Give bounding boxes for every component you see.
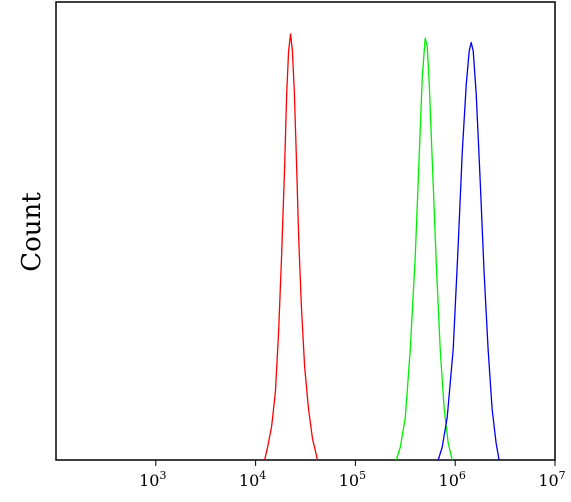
y-axis-title: Count: [17, 192, 47, 272]
histogram-series-1: [263, 33, 319, 461]
x-tick-label-3: 105: [339, 469, 366, 490]
histogram-series-3: [437, 41, 500, 461]
x-tick-label-4: 106: [439, 469, 466, 490]
plot-frame: [55, 1, 556, 461]
x-tick-label-5: 107: [538, 469, 565, 490]
x-axis-ticks: 103 104 105 106 107: [139, 460, 566, 490]
histogram-series-2: [395, 37, 453, 461]
x-tick-label-2: 104: [239, 469, 266, 490]
x-tick-label-1: 103: [139, 469, 166, 490]
series-layer: [263, 33, 500, 461]
